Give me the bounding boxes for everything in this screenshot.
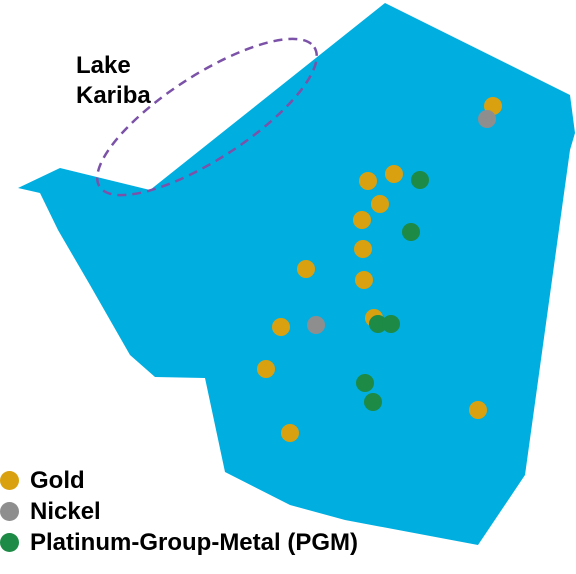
gold-deposit-marker [281,424,299,442]
legend: Gold Nickel Platinum-Group-Metal (PGM) [0,465,358,558]
mineral-deposits [257,97,502,442]
legend-item-pgm: Platinum-Group-Metal (PGM) [0,527,358,558]
gold-deposit-marker [469,401,487,419]
gold-deposit-marker [257,360,275,378]
pgm-dot-icon [0,533,19,552]
gold-deposit-marker [385,165,403,183]
nickel-deposit-marker [478,110,496,128]
nickel-deposit-marker [307,316,325,334]
pgm-deposit-marker [402,223,420,241]
pgm-deposit-marker [364,393,382,411]
nickel-dot-icon [0,502,19,521]
gold-deposit-marker [353,211,371,229]
pgm-deposit-marker [382,315,400,333]
gold-deposit-marker [371,195,389,213]
legend-item-nickel: Nickel [0,496,358,527]
gold-dot-icon [0,471,19,490]
lake-label-line-1: Lake [76,52,131,79]
pgm-deposit-marker [356,374,374,392]
gold-deposit-marker [359,172,377,190]
pgm-deposit-marker [369,315,387,333]
legend-label-gold: Gold [30,466,85,494]
legend-label-pgm: Platinum-Group-Metal (PGM) [30,528,358,556]
pgm-deposit-marker [411,171,429,189]
legend-item-gold: Gold [0,465,358,496]
country-shape [18,3,575,545]
lake-kariba-outline [95,37,319,197]
gold-deposit-marker [355,271,373,289]
lake-kariba-label: Lake Kariba [76,51,151,111]
lake-label-line-2: Kariba [76,82,151,109]
gold-deposit-marker [272,318,290,336]
gold-deposit-marker [354,240,372,258]
legend-label-nickel: Nickel [30,497,101,525]
gold-deposit-marker [297,260,315,278]
